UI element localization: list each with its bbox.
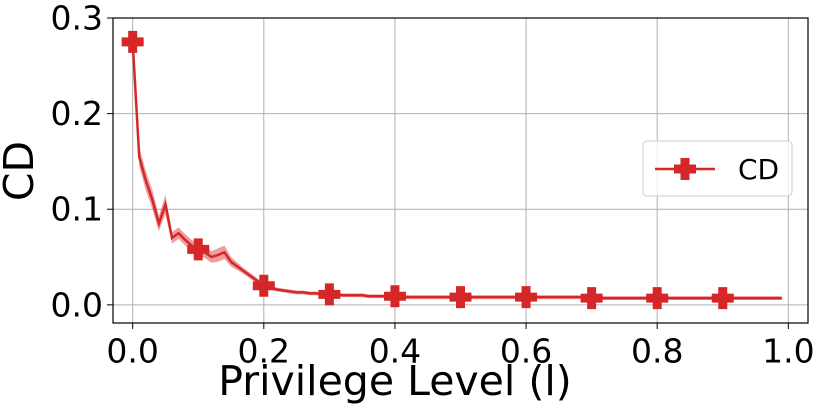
x-tick-label: 0.4 [369,332,421,371]
marker [121,30,144,53]
marker [252,274,275,297]
marker [711,287,734,310]
x-tick-label: 0.0 [106,332,158,371]
y-tick-label: 0.3 [51,0,103,38]
marker [187,238,210,261]
x-tick-label: 1.0 [762,332,814,371]
legend-label: CD [738,153,779,186]
marker [318,283,341,306]
marker [383,285,406,308]
marker [646,287,669,310]
marker [449,286,472,309]
marker [515,286,538,309]
legend: CD [642,140,793,197]
plot-frame [112,17,809,324]
legend-marker [674,158,696,180]
y-axis-label: CD [0,141,43,201]
x-tick-label: 0.2 [238,332,290,371]
y-tick-label: 0.1 [51,190,103,229]
x-axis-label: Privilege Level (l) [218,357,571,405]
x-tick-label: 0.8 [631,332,683,371]
marker [580,287,603,310]
y-tick-label: 0.0 [51,285,103,324]
legend-frame [642,140,793,197]
y-tick-label: 0.2 [51,94,103,133]
x-tick-label: 0.6 [500,332,552,371]
